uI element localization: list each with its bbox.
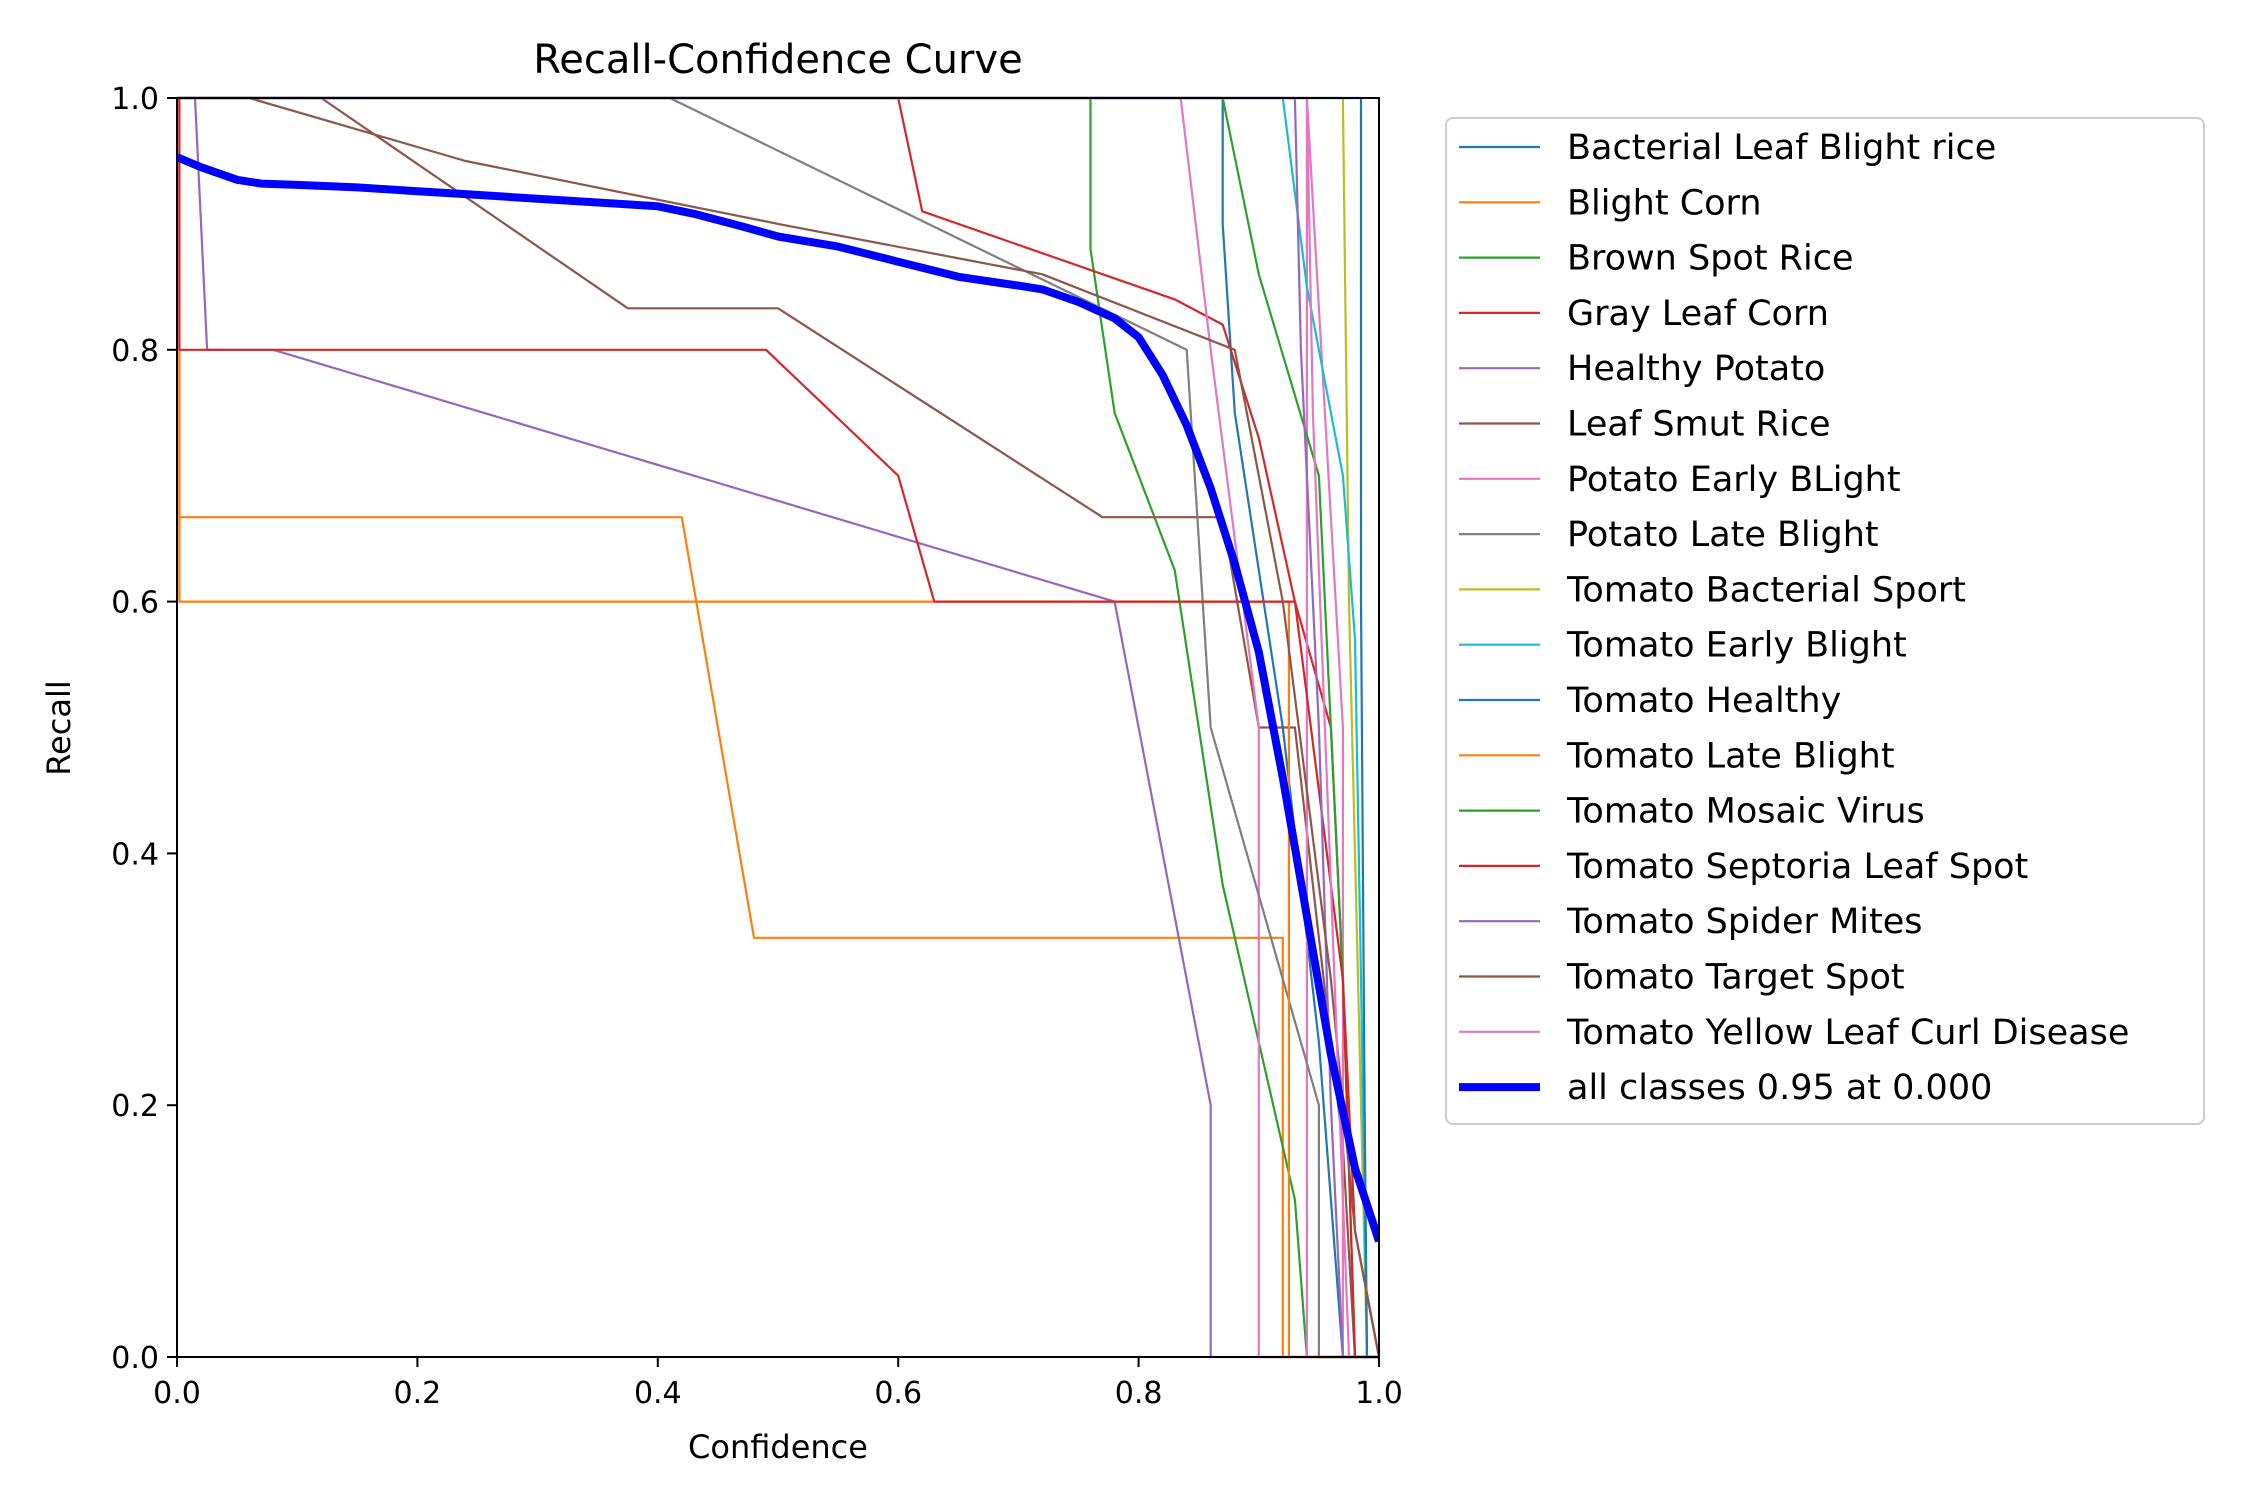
series-line-gray-leaf-corn: [177, 96, 1379, 1358]
legend-label-healthy-potato: Healthy Potato: [1567, 349, 1825, 389]
legend-label-gray-leaf-corn: Gray Leaf Corn: [1567, 294, 1829, 334]
legend-label-blight-corn: Blight Corn: [1567, 183, 1762, 223]
x-tick-label: 0.0: [153, 1376, 201, 1411]
x-tick-label: 0.2: [394, 1376, 442, 1411]
legend-label-potato-early-blight: Potato Early BLight: [1567, 460, 1901, 500]
x-axis-label: Confidence: [688, 1428, 868, 1466]
legend-label-potato-late-blight: Potato Late Blight: [1567, 515, 1879, 555]
legend-frame: [1445, 117, 2205, 1125]
legend-label-tomato-septoria-leaf-spot: Tomato Septoria Leaf Spot: [1566, 847, 2028, 887]
legend-label-tomato-bacterial-sport: Tomato Bacterial Sport: [1566, 570, 1966, 610]
legend-label-tomato-late-blight: Tomato Late Blight: [1566, 736, 1895, 776]
series-line-bacterial-leaf-blight-rice: [177, 96, 1379, 1359]
series-line-healthy-potato: [177, 96, 1379, 1359]
legend-items: Bacterial Leaf Blight rice Blight Corn Bro…: [1459, 128, 2129, 1108]
x-axis-ticks: 0.0 0.2 0.4 0.6 0.8 1.0: [153, 1357, 1403, 1411]
plot-frame: [176, 97, 1380, 1358]
x-tick-label: 0.8: [1115, 1376, 1163, 1411]
legend-label-tomato-spider-mites: Tomato Spider Mites: [1566, 902, 1923, 942]
series-line-leaf-smut-rice: [177, 96, 1379, 1359]
y-axis-label: Recall: [40, 680, 78, 775]
y-tick-label: 0.6: [111, 586, 159, 621]
y-tick-label: 0.4: [111, 837, 159, 872]
legend-label-bacterial-leaf-blight-rice: Bacterial Leaf Blight rice: [1567, 128, 1996, 168]
x-tick-label: 1.0: [1355, 1376, 1403, 1411]
x-tick-label: 0.4: [634, 1376, 682, 1411]
x-tick-label: 0.6: [874, 1376, 922, 1411]
legend-label-tomato-mosaic-virus: Tomato Mosaic Virus: [1566, 792, 1925, 832]
legend: Bacterial Leaf Blight rice Blight Corn Bro…: [1445, 117, 2205, 1125]
legend-label-all-classes-0-95-at-0-000: all classes 0.95 at 0.000: [1567, 1068, 1992, 1108]
legend-label-brown-spot-rice: Brown Spot Rice: [1567, 239, 1854, 279]
y-tick-label: 0.8: [111, 334, 159, 369]
y-axis-ticks: 0.0 0.2 0.4 0.6 0.8 1.0: [111, 82, 177, 1376]
legend-label-tomato-target-spot: Tomato Target Spot: [1566, 958, 1905, 998]
legend-label-tomato-early-blight: Tomato Early Blight: [1566, 626, 1907, 666]
y-tick-label: 0.2: [111, 1089, 159, 1124]
legend-label-leaf-smut-rice: Leaf Smut Rice: [1567, 405, 1830, 445]
series-line-all-classes-0-95-at-0-000: [177, 153, 1379, 1243]
series-line-brown-spot-rice: [177, 96, 1379, 1359]
y-tick-label: 1.0: [111, 82, 159, 117]
legend-label-tomato-healthy: Tomato Healthy: [1566, 681, 1841, 721]
chart-title: Recall-Confidence Curve: [533, 37, 1022, 83]
y-tick-label: 0.0: [111, 1341, 159, 1376]
legend-label-tomato-yellow-leaf-curl-disease: Tomato Yellow Leaf Curl Disease: [1566, 1013, 2129, 1053]
